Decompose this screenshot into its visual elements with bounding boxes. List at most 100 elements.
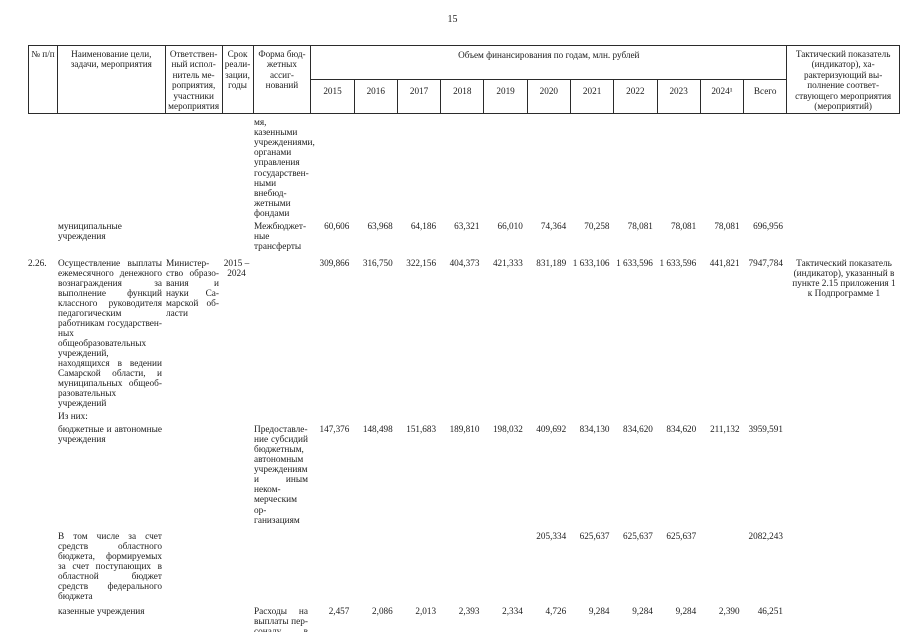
header-year-2020: 2020 xyxy=(528,80,571,114)
row-values: 205,334 625,637 625,637 625,637 2082,243 xyxy=(311,530,788,542)
row-term: 2015 – 2024 xyxy=(223,258,250,279)
row-name: Осуществление выплаты ежемесячного денеж… xyxy=(57,259,165,423)
row-values: 147,376 148,498 151,683 189,810 198,032 409,6… xyxy=(311,424,788,435)
row-value-2016: 63,968 xyxy=(367,220,393,231)
row-responsible: Министер­ство образо­вания и науки Са­ма… xyxy=(166,258,219,319)
row-value-2017 xyxy=(398,532,441,542)
row-value-2015: 147,376 xyxy=(319,424,350,435)
header-financing-group: Объем финансирования по годам, млн. рубл… xyxy=(311,46,788,114)
row-value-2020: 205,334 xyxy=(536,530,567,541)
row-values: 2,457 2,086 2,013 2,393 2,334 4,726 9,284 9,284… xyxy=(311,605,788,617)
row-value-2022: 625,637 xyxy=(623,530,653,541)
row-value-2023: 78,081 xyxy=(670,220,697,231)
row-value-2024: 78,081 xyxy=(714,220,740,231)
row-value-total: 3959,591 xyxy=(748,424,783,435)
header-year-2022: 2022 xyxy=(614,80,658,114)
table-row: мя, казенными учреждениями, органами упр… xyxy=(28,118,900,218)
row-value-2024 xyxy=(701,532,744,542)
row-value-2019: 198,032 xyxy=(492,424,523,435)
header-year-2017: 2017 xyxy=(398,80,442,114)
row-value-2024: 2,390 xyxy=(718,605,740,616)
row-value-total: 2082,243 xyxy=(748,530,783,541)
table-row: казенные учреждения Расходы на выплаты пе… xyxy=(28,605,900,632)
row-value-2022: 1 633,596 xyxy=(616,257,653,268)
row-form: Межбюджет­ные трансфер­ты xyxy=(254,221,307,252)
row-form: Расходы на выплаты пер­соналу в целях об… xyxy=(254,606,308,632)
row-value-2018: 2,393 xyxy=(458,605,480,616)
row-value-2020: 831,189 xyxy=(536,257,567,268)
row-name: казенные учреждения xyxy=(57,607,165,617)
row-value-2018: 404,373 xyxy=(449,257,480,268)
header-year-2024: 2024¹ xyxy=(701,80,745,114)
header-name: Наименование цели, задачи, мероприятия xyxy=(58,46,166,114)
row-form: Предоставле­ние субсидий бюджетным, авто… xyxy=(254,425,308,526)
row-value-2016: 148,498 xyxy=(362,424,393,435)
header-term: Срок реали­зации, годы xyxy=(223,46,254,114)
row-value-2017: 64,186 xyxy=(410,220,437,231)
row-value-2023: 834,620 xyxy=(666,424,697,435)
budget-table: № п/п Наименование цели, задачи, меропри… xyxy=(28,45,900,632)
row-value-2023: 625,637 xyxy=(666,530,697,541)
header-responsible: Ответствен­ный испол­нитель ме­роприятия… xyxy=(166,46,223,114)
header-year-2023: 2023 xyxy=(658,80,701,114)
row-name-note: Из них: xyxy=(58,412,88,423)
table-body: мя, казенными учреждениями, органами упр… xyxy=(28,118,900,632)
table-row: бюджетные и автономные учреждения Предост… xyxy=(28,424,900,526)
row-name-text: казенные учреждения xyxy=(58,606,145,617)
header-year-2018: 2018 xyxy=(441,80,485,114)
header-year-2016: 2016 xyxy=(355,80,398,114)
row-value-2021: 9,284 xyxy=(588,605,610,616)
row-value-2019: 2,334 xyxy=(502,605,523,616)
row-value-2023: 9,284 xyxy=(675,605,697,616)
row-value-total: 7947,784 xyxy=(748,257,783,268)
row-tactical: Тактический показа­тель (индикатор), ука… xyxy=(792,258,896,299)
row-value-2020: 409,692 xyxy=(536,424,567,435)
row-value-2017: 322,156 xyxy=(406,257,437,268)
row-value-total: 696,956 xyxy=(753,220,783,231)
row-value-2018 xyxy=(441,532,484,542)
row-value-2017: 151,683 xyxy=(406,424,437,435)
row-name-text: В том числе за счет средств областного б… xyxy=(58,531,162,602)
row-value-2015: 60,606 xyxy=(324,220,350,231)
header-years-row: 2015 2016 2017 2018 2019 2020 2021 2022 2023 2024… xyxy=(311,80,786,114)
row-name: бюджетные и автономные учреждения xyxy=(57,425,165,445)
table-row: 2.26. Осуществление выплаты ежемесячного … xyxy=(28,257,900,423)
row-value-2015: 309,866 xyxy=(319,257,350,268)
row-name-text: Осуществление выплаты ежемесячного денеж… xyxy=(58,258,162,410)
header-year-2015: 2015 xyxy=(311,80,355,114)
table-row: В том числе за счет средств областного б… xyxy=(28,530,900,602)
header-year-2019: 2019 xyxy=(484,80,528,114)
row-value-2021: 1 633,106 xyxy=(572,257,610,268)
row-value-2022: 78,081 xyxy=(627,220,653,231)
page-number: 15 xyxy=(447,14,458,25)
header-tactical: Тактический показа­тель (индикатор), ха­… xyxy=(795,49,892,111)
row-value-2020: 4,726 xyxy=(545,605,567,616)
row-value-2024: 441,821 xyxy=(709,257,740,268)
header-year-2021: 2021 xyxy=(571,80,615,114)
row-value-2021: 625,637 xyxy=(579,530,610,541)
header-financing: Объем финансирования по годам, млн. рубл… xyxy=(311,46,787,80)
row-value-2021: 70,258 xyxy=(584,220,610,231)
row-value-2020: 74,364 xyxy=(540,220,567,231)
row-value-2023: 1 633,596 xyxy=(659,257,697,268)
row-value-2016: 2,086 xyxy=(372,605,393,616)
header-num: № п/п xyxy=(29,46,58,114)
row-value-2016 xyxy=(354,532,397,542)
row-value-2021: 834,130 xyxy=(579,424,610,435)
row-value-2017: 2,013 xyxy=(415,605,437,616)
row-value-2015 xyxy=(311,532,354,542)
row-value-2015: 2,457 xyxy=(328,605,350,616)
row-name-text: муниципальные учреждения xyxy=(58,221,122,242)
row-value-2022: 9,284 xyxy=(632,605,653,616)
row-value-2016: 316,750 xyxy=(362,257,393,268)
row-values: 60,606 63,968 64,186 63,321 66,010 74,364 70,2… xyxy=(311,220,788,232)
row-form: мя, казенными учреждениями, органами упр… xyxy=(254,118,315,219)
header-total: Всего xyxy=(753,86,777,96)
row-value-2019: 421,333 xyxy=(492,257,523,268)
row-value-total: 46,251 xyxy=(757,605,783,616)
row-values: 309,866 316,750 322,156 404,373 421,333 831,1… xyxy=(311,257,788,269)
row-name: В том числе за счет средств областного б… xyxy=(57,532,165,602)
row-value-2018: 63,321 xyxy=(454,220,480,231)
row-name: муниципальные учреждения xyxy=(57,222,165,242)
